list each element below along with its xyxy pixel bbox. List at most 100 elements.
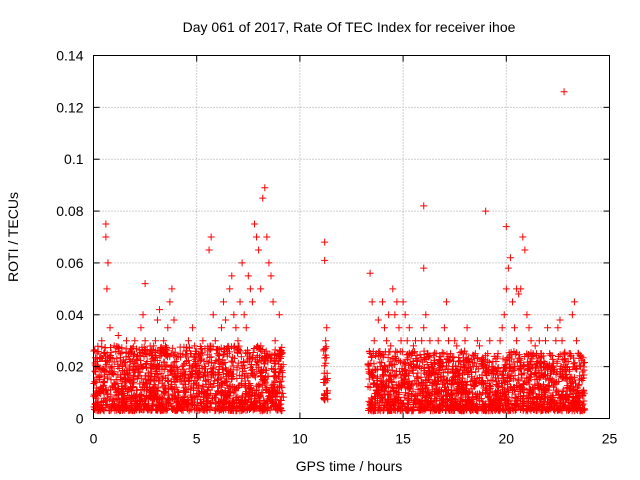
data-point-dense [370,406,378,414]
data-point-dense [109,397,117,405]
data-point-dense [564,406,572,414]
data-point-dense [227,366,235,374]
data-point-dense [225,405,233,413]
data-point-dense [204,394,212,402]
data-point-dense [173,398,181,406]
data-point-dense [538,406,546,414]
data-point [453,342,461,350]
data-point-dense [126,406,134,414]
data-point-dense [456,397,464,405]
data-point-dense [414,374,422,382]
x-tick-label: 20 [499,431,515,447]
data-point [465,357,473,365]
data-point-dense [365,375,373,383]
data-point-dense [118,389,126,397]
data-point-dense [518,370,526,378]
data-point-dense [234,349,242,357]
data-point-dense [270,368,278,376]
data-point-dense [461,388,469,396]
data-point-dense [443,391,451,399]
data-point-dense [519,400,527,408]
data-point-dense [501,361,509,369]
data-point-dense [576,361,584,369]
data-point-dense [143,363,151,371]
data-point [139,311,147,319]
data-point-dense [261,400,269,408]
data-point-dense [462,387,470,395]
data-point-dense [511,372,519,380]
data-point [215,363,223,371]
data-point-dense [508,368,516,376]
data-point-dense [524,399,532,407]
data-point [537,350,545,358]
data-point-dense [398,348,406,356]
data-point-dense [372,382,380,390]
data-point-dense [511,390,519,398]
data-point [137,324,145,332]
data-point-dense [559,355,567,363]
data-point [393,298,401,306]
data-point-dense [541,371,549,379]
data-point [211,337,219,345]
data-point-dense [431,403,439,411]
data-point-dense [105,370,113,378]
data-point [467,368,475,376]
data-point-dense [504,388,512,396]
data-point-dense [558,373,566,381]
data-point-dense [513,358,521,366]
data-point [457,363,465,371]
data-point-dense [492,381,500,389]
data-point-dense [122,345,130,353]
data-point-dense [479,378,487,386]
data-point-dense [367,370,375,378]
data-point-dense [396,367,404,375]
data-point-dense [556,365,564,373]
x-tick-label: 15 [395,431,411,447]
data-point [570,298,578,306]
data-point-dense [238,364,246,372]
data-point-dense [131,393,139,401]
data-point-dense [180,343,188,351]
data-point [395,324,403,332]
data-point [447,350,455,358]
data-point-dense [121,398,129,406]
data-point [96,376,104,384]
data-point-dense [529,401,537,409]
data-point-dense [101,343,109,351]
data-point-dense [252,386,260,394]
data-point-dense [211,377,219,385]
data-point-dense [382,403,390,411]
data-point-dense [107,364,115,372]
data-point-dense [128,402,136,410]
data-point-dense [385,396,393,404]
data-point-dense [482,386,490,394]
y-tick-label: 0.1 [64,151,84,167]
data-point-dense [103,374,111,382]
data-point-dense [366,350,374,358]
data-point-dense [405,368,413,376]
data-point-dense [492,395,500,403]
data-point-dense [216,405,224,413]
data-point-dense [157,402,165,410]
data-point-dense [388,366,396,374]
data-point [552,337,560,345]
data-point [240,311,248,319]
data-point [108,363,116,371]
data-point [436,357,444,365]
data-point-dense [548,392,556,400]
data-point [230,311,238,319]
data-point-dense [266,350,274,358]
data-point-dense [420,351,428,359]
data-point-dense [457,348,465,356]
data-point-dense [528,370,536,378]
data-point-dense [380,371,388,379]
data-point-dense [255,391,263,399]
data-point [560,88,568,96]
data-point-dense [171,372,179,380]
data-point-dense [115,344,123,352]
data-point [372,350,380,358]
data-point-dense [271,377,279,385]
data-point-dense [471,405,479,413]
data-point-dense [411,395,419,403]
